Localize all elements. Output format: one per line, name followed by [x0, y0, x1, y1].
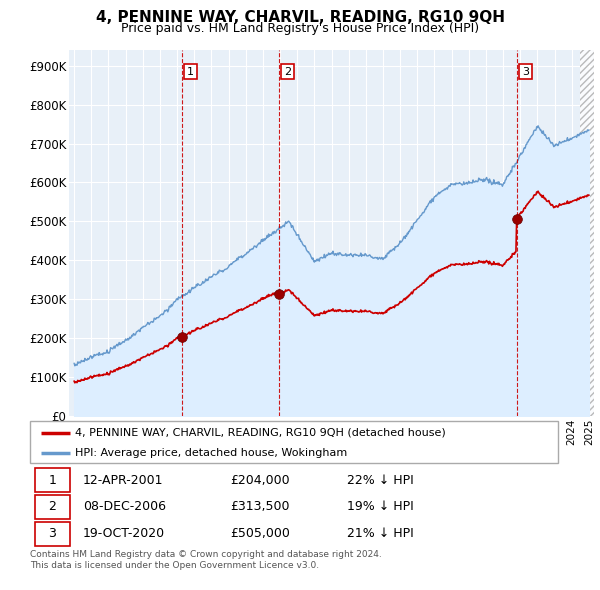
FancyBboxPatch shape	[30, 421, 558, 463]
Text: 4, PENNINE WAY, CHARVIL, READING, RG10 9QH: 4, PENNINE WAY, CHARVIL, READING, RG10 9…	[95, 10, 505, 25]
Text: 1: 1	[187, 67, 194, 77]
Text: 2: 2	[284, 67, 291, 77]
Text: 19% ↓ HPI: 19% ↓ HPI	[347, 500, 413, 513]
Text: 12-APR-2001: 12-APR-2001	[83, 474, 163, 487]
Text: HPI: Average price, detached house, Wokingham: HPI: Average price, detached house, Woki…	[75, 448, 347, 457]
Text: 1: 1	[49, 474, 56, 487]
Text: £505,000: £505,000	[230, 527, 290, 540]
Text: 4, PENNINE WAY, CHARVIL, READING, RG10 9QH (detached house): 4, PENNINE WAY, CHARVIL, READING, RG10 9…	[75, 428, 446, 438]
Text: Contains HM Land Registry data © Crown copyright and database right 2024.: Contains HM Land Registry data © Crown c…	[30, 550, 382, 559]
Text: This data is licensed under the Open Government Licence v3.0.: This data is licensed under the Open Gov…	[30, 560, 319, 569]
Text: 2: 2	[49, 500, 56, 513]
Text: 08-DEC-2006: 08-DEC-2006	[83, 500, 166, 513]
Text: 21% ↓ HPI: 21% ↓ HPI	[347, 527, 413, 540]
FancyBboxPatch shape	[35, 468, 70, 493]
Text: 3: 3	[522, 67, 529, 77]
Text: 3: 3	[49, 527, 56, 540]
Text: £204,000: £204,000	[230, 474, 290, 487]
FancyBboxPatch shape	[35, 522, 70, 546]
Text: 22% ↓ HPI: 22% ↓ HPI	[347, 474, 413, 487]
FancyBboxPatch shape	[35, 495, 70, 519]
Text: Price paid vs. HM Land Registry's House Price Index (HPI): Price paid vs. HM Land Registry's House …	[121, 22, 479, 35]
Text: 19-OCT-2020: 19-OCT-2020	[83, 527, 165, 540]
Text: £313,500: £313,500	[230, 500, 290, 513]
